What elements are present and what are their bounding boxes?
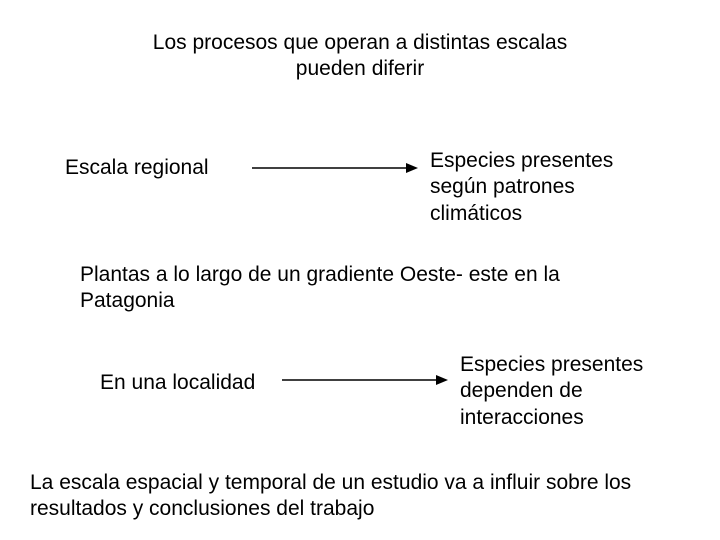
- row2-right: Especies presentes dependen de interacci…: [460, 352, 700, 431]
- row2-right-l1: Especies presentes: [460, 353, 643, 376]
- arrow-1: [250, 160, 420, 176]
- slide-title: Los procesos que operan a distintas esca…: [0, 30, 720, 83]
- row1-left: Escala regional: [65, 155, 209, 181]
- row1-right: Especies presentes según patrones climát…: [430, 148, 690, 227]
- arrow-2: [280, 372, 450, 388]
- footer-paragraph: La escala espacial y temporal de un estu…: [30, 470, 690, 523]
- row1-right-l2: según patrones: [430, 175, 575, 198]
- row2-right-l2: dependen de: [460, 379, 583, 402]
- row1-right-l3: climáticos: [430, 202, 522, 225]
- title-line-2: pueden diferir: [296, 57, 424, 80]
- mid-paragraph: Plantas a lo largo de un gradiente Oeste…: [80, 262, 640, 315]
- row2-right-l3: interacciones: [460, 406, 584, 429]
- title-line-1: Los procesos que operan a distintas esca…: [153, 31, 567, 54]
- row2-left: En una localidad: [100, 370, 255, 396]
- row1-right-l1: Especies presentes: [430, 149, 613, 172]
- slide: Los procesos que operan a distintas esca…: [0, 0, 720, 540]
